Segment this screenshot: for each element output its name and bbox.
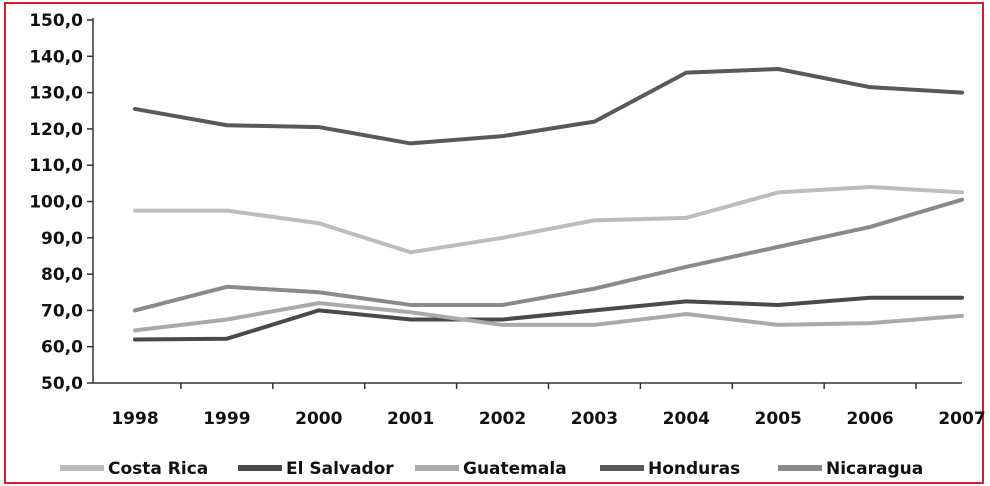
y-axis: 50,0 60,0 70,0 80,0 90,0 100,0 110,0 120,0 130,0… bbox=[29, 11, 94, 394]
x-tick-label: 2001 bbox=[387, 409, 434, 429]
y-tick-label: 50,0 bbox=[41, 374, 83, 394]
series-line-el-salvador bbox=[133, 295, 964, 342]
x-tick-label: 2004 bbox=[663, 409, 710, 429]
y-tick-label: 100,0 bbox=[29, 193, 83, 213]
x-tick-label: 2007 bbox=[938, 409, 985, 429]
series-lines bbox=[133, 67, 964, 342]
y-tick-label: 110,0 bbox=[29, 156, 83, 176]
legend-label: Guatemala bbox=[463, 459, 567, 479]
legend-label: Nicaragua bbox=[826, 459, 923, 479]
legend-label: Costa Rica bbox=[108, 459, 208, 479]
x-tick-label: 2006 bbox=[846, 409, 893, 429]
series-line-costa-rica bbox=[133, 184, 964, 255]
y-tick-label: 90,0 bbox=[41, 229, 83, 249]
x-tick-label: 2002 bbox=[479, 409, 526, 429]
y-tick-label: 140,0 bbox=[29, 47, 83, 67]
x-tick-label: 1998 bbox=[111, 409, 158, 429]
y-tick-label: 70,0 bbox=[41, 301, 83, 321]
legend-label: Honduras bbox=[648, 459, 740, 479]
y-tick-label: 150,0 bbox=[29, 11, 83, 31]
y-tick-label: 60,0 bbox=[41, 338, 83, 358]
chart-frame bbox=[4, 2, 984, 484]
legend-label: El Salvador bbox=[286, 459, 394, 479]
x-tick-label: 2005 bbox=[755, 409, 802, 429]
y-tick-label: 130,0 bbox=[29, 84, 83, 104]
y-tick-label: 80,0 bbox=[41, 265, 83, 285]
legend: Costa Rica El Salvador Guatemala Honduras Ni… bbox=[60, 459, 923, 479]
x-tick-label: 2003 bbox=[571, 409, 618, 429]
x-tick-label: 1999 bbox=[203, 409, 250, 429]
series-line-honduras bbox=[133, 67, 964, 146]
series-line-guatemala bbox=[133, 301, 964, 333]
x-axis: 1998 1999 2000 2001 2002 2003 2004 2005 2006 2007 bbox=[93, 382, 986, 429]
series-line-nicaragua bbox=[133, 197, 964, 313]
x-tick-label: 2000 bbox=[295, 409, 342, 429]
y-tick-label: 120,0 bbox=[29, 120, 83, 140]
